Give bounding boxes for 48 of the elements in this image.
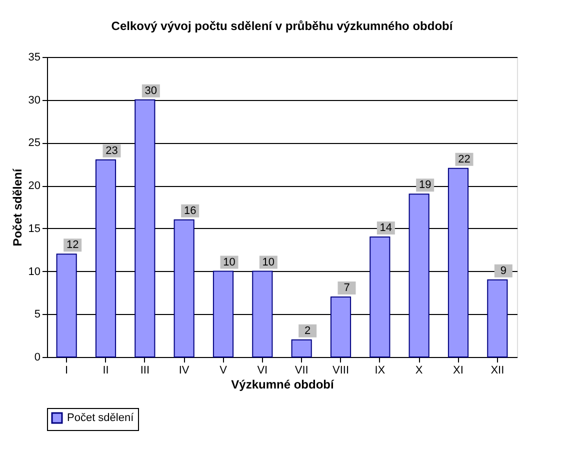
bar (330, 296, 352, 358)
chart-title: Celkový vývoj počtu sdělení v průběhu výzkumného období (111, 19, 454, 33)
y-tick-label: 15 (28, 222, 40, 235)
x-tick-label: XI (453, 364, 464, 376)
bar (370, 236, 390, 358)
bar (174, 219, 194, 358)
y-axis-title: Počet sdělení (10, 168, 24, 246)
data-label: 14 (380, 222, 392, 234)
data-label: 16 (184, 204, 196, 217)
x-tick-label: V (220, 364, 228, 376)
data-label: 7 (344, 282, 350, 294)
bar (408, 194, 430, 358)
bar (487, 279, 508, 358)
bar (134, 99, 156, 358)
x-tick-label: XII (490, 364, 504, 376)
data-label: 10 (262, 256, 275, 268)
y-tick-label: 0 (34, 352, 40, 364)
y-tick-label: 5 (34, 308, 40, 321)
x-tick-label: IX (374, 364, 386, 376)
data-label: 30 (144, 84, 158, 97)
x-tick-label: III (140, 364, 150, 376)
data-label: 2 (304, 324, 311, 337)
bar (252, 270, 273, 358)
y-tick-label: 20 (28, 180, 40, 192)
x-tick-label: I (65, 364, 68, 376)
x-tick-label: VI (257, 364, 268, 376)
y-tick-label: 35 (28, 52, 40, 64)
bar (448, 168, 469, 358)
data-label: 23 (106, 144, 118, 157)
data-label: 9 (500, 264, 506, 277)
y-tick-label: 25 (28, 137, 40, 150)
legend-label: Počet sdělení (67, 412, 135, 424)
x-axis-title: Výzkumné období (231, 378, 334, 392)
data-label: 19 (418, 179, 432, 192)
x-tick-label: IV (178, 364, 190, 376)
data-label: 10 (223, 256, 236, 268)
y-tick-label: 30 (28, 94, 40, 106)
data-label: 12 (66, 239, 79, 252)
bar (291, 339, 312, 358)
x-tick-label: VIII (332, 364, 350, 376)
bar (95, 159, 116, 358)
y-tick-label: 10 (28, 266, 40, 278)
bar (212, 270, 234, 358)
data-label: 22 (458, 153, 470, 166)
x-tick-label: X (415, 364, 424, 376)
bar (56, 254, 77, 358)
x-tick-label: II (102, 364, 109, 376)
x-tick-label: VII (294, 364, 308, 376)
